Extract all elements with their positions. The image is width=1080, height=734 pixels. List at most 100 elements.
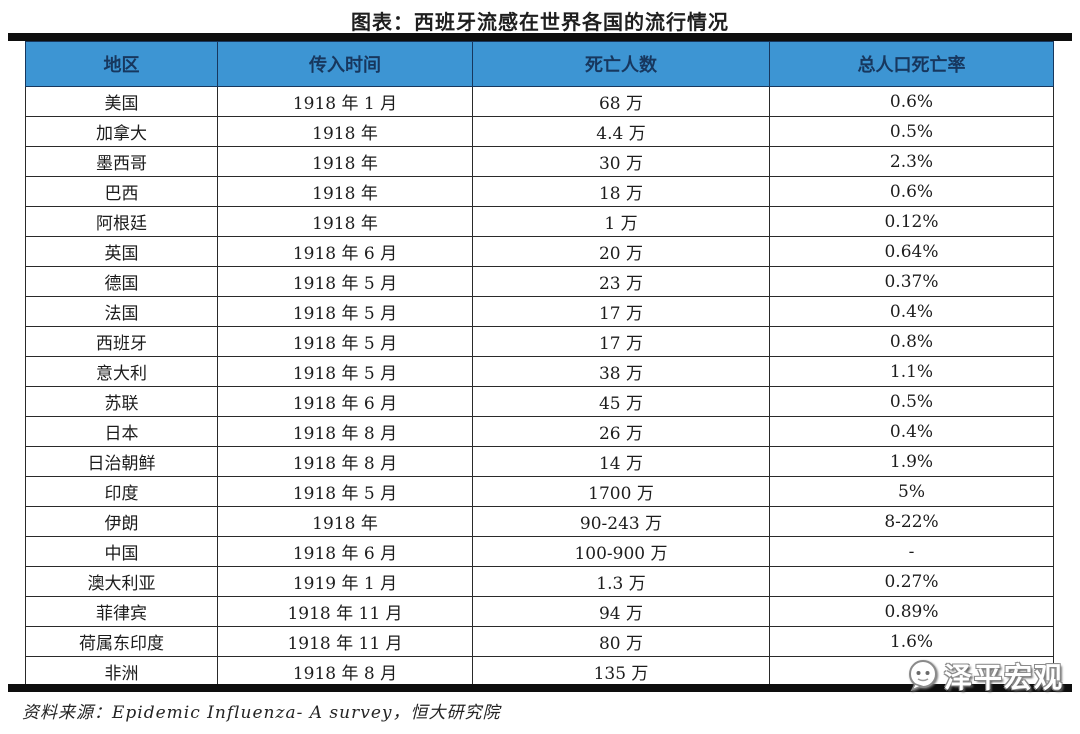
table-cell: 8-22%	[769, 506, 1054, 537]
table-cell: 意大利	[25, 356, 218, 387]
table-cell: 加拿大	[25, 116, 218, 147]
table-cell: 英国	[25, 236, 218, 267]
chat-bubble-logo-icon	[905, 658, 941, 694]
table-row: 法国 1918 年 5 月 17 万 0.4%	[25, 296, 1054, 327]
table-cell: 1918 年 5 月	[217, 326, 473, 357]
table-cell: 1918 年 11 月	[217, 626, 473, 657]
table-cell: 2.3%	[769, 146, 1054, 177]
table-row: 伊朗 1918 年 90-243 万 8-22%	[25, 506, 1054, 537]
table-cell: 1700 万	[472, 476, 770, 507]
table-cell: 1918 年 6 月	[217, 536, 473, 567]
table-cell: 印度	[25, 476, 218, 507]
table-cell: 巴西	[25, 176, 218, 207]
table-cell: 1.6%	[769, 626, 1054, 657]
table-cell: 西班牙	[25, 326, 218, 357]
table-cell: 4.4 万	[472, 116, 770, 147]
table-cell: 1918 年 8 月	[217, 446, 473, 477]
table-cell: 1918 年	[217, 506, 473, 537]
table-row: 加拿大 1918 年 4.4 万 0.5%	[25, 116, 1054, 147]
bottom-rule	[8, 684, 1072, 692]
table-cell: 0.8%	[769, 326, 1054, 357]
column-header-2: 死亡人数	[472, 41, 770, 87]
table-cell: 17 万	[472, 326, 770, 357]
table-cell: 日治朝鲜	[25, 446, 218, 477]
table-cell: 非洲	[25, 656, 218, 687]
table-cell: 80 万	[472, 626, 770, 657]
table-row: 意大利 1918 年 5 月 38 万 1.1%	[25, 356, 1054, 387]
table-cell: 18 万	[472, 176, 770, 207]
table-cell: 23 万	[472, 266, 770, 297]
table-cell: 0.6%	[769, 86, 1054, 117]
table-cell: 0.6%	[769, 176, 1054, 207]
table-cell: -	[769, 536, 1054, 567]
table-cell: 94 万	[472, 596, 770, 627]
table-cell: 伊朗	[25, 506, 218, 537]
table-cell: 0.4%	[769, 296, 1054, 327]
table-cell: 45 万	[472, 386, 770, 417]
table-cell: 0.27%	[769, 566, 1054, 597]
table-cell: 100-900 万	[472, 536, 770, 567]
table-cell: 1918 年 5 月	[217, 356, 473, 387]
table-cell: 1918 年 6 月	[217, 236, 473, 267]
table-cell: 1918 年	[217, 146, 473, 177]
table-cell: 38 万	[472, 356, 770, 387]
table-cell: 1918 年	[217, 116, 473, 147]
table-row: 美国 1918 年 1 月 68 万 0.6%	[25, 86, 1054, 117]
table-row: 苏联 1918 年 6 月 45 万 0.5%	[25, 386, 1054, 417]
table-row: 荷属东印度 1918 年 11 月 80 万 1.6%	[25, 626, 1054, 657]
table-cell: 135 万	[472, 656, 770, 687]
table-cell: 德国	[25, 266, 218, 297]
table-cell: 1919 年 1 月	[217, 566, 473, 597]
table-row: 西班牙 1918 年 5 月 17 万 0.8%	[25, 326, 1054, 357]
table-cell: 1918 年	[217, 176, 473, 207]
table-cell: 0.37%	[769, 266, 1054, 297]
table-cell: 90-243 万	[472, 506, 770, 537]
table-row: 中国 1918 年 6 月 100-900 万-	[25, 536, 1054, 567]
header-row: 地区 传入时间 死亡人数 总人口死亡率	[25, 41, 1054, 87]
table-cell: 澳大利亚	[25, 566, 218, 597]
table-cell: 1 万	[472, 206, 770, 237]
table-row: 非洲 1918 年 8 月 135 万	[25, 656, 1054, 687]
table-row: 德国 1918 年 5 月 23 万 0.37%	[25, 266, 1054, 297]
table-cell: 1.9%	[769, 446, 1054, 477]
table-cell: 1918 年 5 月	[217, 476, 473, 507]
column-header-3: 总人口死亡率	[769, 41, 1054, 87]
watermark-text: 泽平宏观	[943, 662, 1064, 693]
table-row: 菲律宾 1918 年 11 月 94 万 0.89%	[25, 596, 1054, 627]
table-cell: 阿根廷	[25, 206, 218, 237]
table-cell: 0.5%	[769, 116, 1054, 147]
table-cell: 美国	[25, 86, 218, 117]
table-cell: 苏联	[25, 386, 218, 417]
table-row: 巴西 1918 年 18 万 0.6%	[25, 176, 1054, 207]
table-cell: 1918 年 5 月	[217, 296, 473, 327]
table-cell: 1.3 万	[472, 566, 770, 597]
table-cell: 20 万	[472, 236, 770, 267]
table-row: 日治朝鲜 1918 年 8 月 14 万 1.9%	[25, 446, 1054, 477]
table-row: 墨西哥 1918 年 30 万 2.3%	[25, 146, 1054, 177]
watermark: 泽平宏观	[905, 656, 1064, 696]
table-cell: 1918 年 5 月	[217, 266, 473, 297]
table-cell: 17 万	[472, 296, 770, 327]
table-cell: 1918 年	[217, 206, 473, 237]
table-cell: 30 万	[472, 146, 770, 177]
chart-title: 图表：西班牙流感在世界各国的流行情况	[351, 12, 729, 34]
table-cell: 荷属东印度	[25, 626, 218, 657]
table-cell: 26 万	[472, 416, 770, 447]
flu-table: 地区 传入时间 死亡人数 总人口死亡率 美国 1918 年 1 月 68 万 0.6% 加拿大…	[25, 41, 1054, 687]
table-row: 印度 1918 年 5 月 1700 万 5%	[25, 476, 1054, 507]
table-cell: 1918 年 6 月	[217, 386, 473, 417]
table-cell: 0.89%	[769, 596, 1054, 627]
column-header-0: 地区	[25, 41, 218, 87]
table-cell: 中国	[25, 536, 218, 567]
table-cell: 0.4%	[769, 416, 1054, 447]
table-cell: 日本	[25, 416, 218, 447]
table-cell: 法国	[25, 296, 218, 327]
table-cell: 1918 年 8 月	[217, 656, 473, 687]
table-cell: 1918 年 8 月	[217, 416, 473, 447]
table-cell: 5%	[769, 476, 1054, 507]
table-cell: 1918 年 11 月	[217, 596, 473, 627]
table-cell: 1.1%	[769, 356, 1054, 387]
column-header-1: 传入时间	[217, 41, 473, 87]
table-cell: 1918 年 1 月	[217, 86, 473, 117]
